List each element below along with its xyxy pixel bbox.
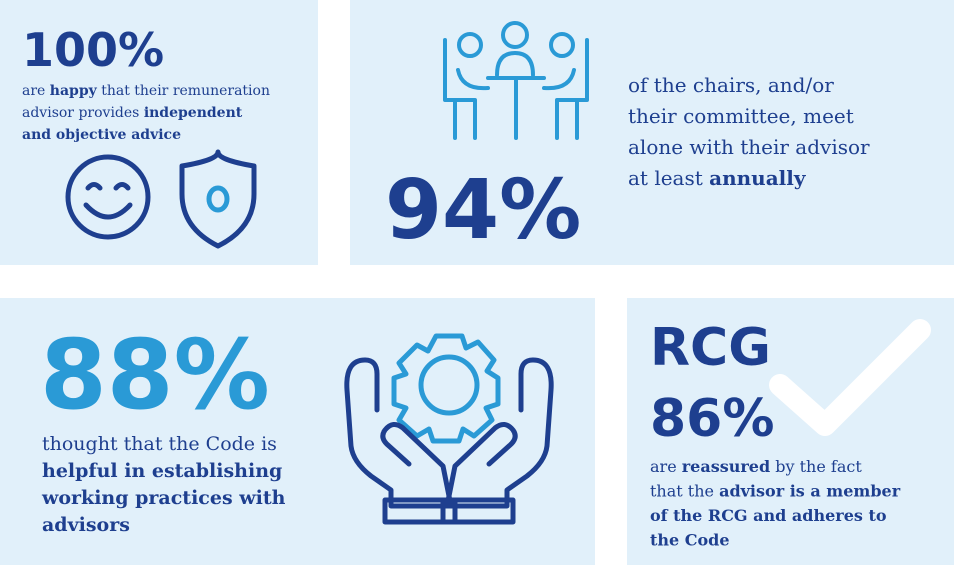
check-icon xyxy=(769,319,931,436)
text-line: that the advisor is a member xyxy=(650,482,901,501)
text-line: of the chairs, and/or xyxy=(628,73,834,97)
text-segment: that the xyxy=(650,482,719,501)
shield-icon xyxy=(179,149,257,249)
smiley-icon xyxy=(65,154,151,240)
text-segment: that their remuneration xyxy=(97,83,270,99)
panel xyxy=(350,0,954,265)
text-line: advisor provides independent xyxy=(22,105,243,121)
stat: 94% xyxy=(385,163,581,258)
stat: 88% xyxy=(40,319,270,431)
meeting-icon xyxy=(443,21,589,140)
text-line: and objective advice xyxy=(22,127,181,143)
text-segment: by the fact xyxy=(770,457,862,476)
text-segment: advisors xyxy=(42,514,130,536)
text-segment: and objective advice xyxy=(22,127,181,143)
text-segment: advisor provides xyxy=(22,105,144,121)
text-segment: their committee, meet xyxy=(628,104,854,128)
text-line: their committee, meet xyxy=(628,104,854,128)
text-line: alone with their advisor xyxy=(628,135,870,159)
text-segment: the Code xyxy=(650,531,730,550)
stat: 100% xyxy=(22,23,164,77)
hands-gear-icon xyxy=(344,333,554,525)
text-segment: thought that the Code is xyxy=(42,433,277,455)
text-line: are reassured by the fact xyxy=(650,457,862,476)
text-segment: happy xyxy=(50,83,98,99)
panel xyxy=(0,0,318,265)
text-segment: working practices with xyxy=(41,487,286,509)
text-line: at least annually xyxy=(628,166,807,190)
text-line: helpful in establishing xyxy=(42,460,282,482)
text-segment: helpful in establishing xyxy=(42,460,282,482)
text-segment: at least xyxy=(628,166,709,190)
text-segment: independent xyxy=(144,105,243,121)
text-segment: are xyxy=(22,83,50,99)
text-segment: advisor is a member xyxy=(719,482,901,501)
text-segment: alone with their advisor xyxy=(628,135,870,159)
text-segment: of the RCG and adheres to xyxy=(650,506,887,525)
text-line: advisors xyxy=(42,514,130,536)
text-line: of the RCG and adheres to xyxy=(650,506,887,525)
stat: 86% xyxy=(650,389,774,449)
text-line: the Code xyxy=(650,531,730,550)
text-line: are happy that their remuneration xyxy=(22,83,270,99)
text-line: thought that the Code is xyxy=(42,433,277,455)
text-segment: are xyxy=(650,457,682,476)
text-segment: of the chairs, and/or xyxy=(628,73,834,97)
heading: RCG xyxy=(650,318,771,378)
text-line: working practices with xyxy=(41,487,286,509)
text-segment: annually xyxy=(709,166,807,190)
text-segment: reassured xyxy=(682,457,770,476)
